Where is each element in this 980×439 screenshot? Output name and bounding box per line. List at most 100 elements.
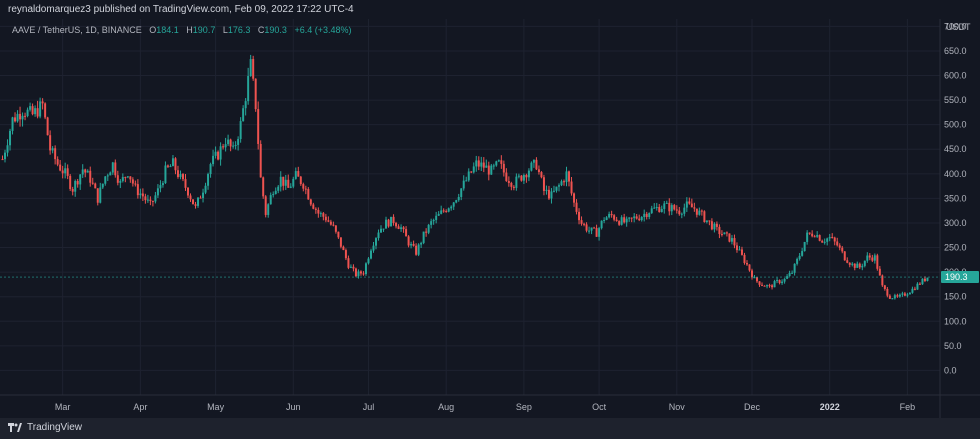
candle-body (680, 213, 683, 215)
candle-body (856, 263, 859, 268)
candle-body (650, 208, 653, 214)
candle-body (91, 182, 94, 184)
candle-body (570, 181, 573, 194)
currency-label: USDT (946, 22, 971, 32)
candle-body (640, 216, 643, 221)
grid-lines (0, 19, 940, 395)
candle-body (59, 164, 62, 171)
candle-body (392, 216, 395, 223)
tradingview-logo-icon (8, 423, 22, 432)
open-value: 184.1 (156, 25, 179, 35)
candle-body (487, 165, 490, 175)
candle-body (490, 165, 493, 175)
candle-body (212, 155, 215, 165)
candle-body (655, 206, 658, 208)
candle-body (873, 255, 876, 261)
candle-body (54, 148, 57, 160)
x-tick-label: Dec (744, 402, 761, 412)
candle-body (848, 262, 851, 265)
candle-body (700, 210, 703, 212)
candle-body (916, 283, 919, 290)
candle-body (550, 191, 553, 199)
candle-body (658, 206, 661, 213)
brand-name: TradingView (27, 422, 83, 433)
candle-body (307, 189, 310, 200)
candle-body (412, 243, 415, 246)
candle-body (317, 209, 320, 214)
tradingview-brand[interactable]: TradingView (8, 422, 82, 433)
candle-body (881, 275, 884, 286)
candle-body (735, 245, 738, 251)
candle-body (204, 185, 207, 193)
candle-body (19, 113, 22, 120)
candle-body (237, 139, 240, 145)
candle-body (420, 242, 423, 245)
candle-body (149, 199, 152, 201)
candle-body (49, 135, 52, 151)
candle-body (342, 246, 345, 251)
candle-body (395, 222, 398, 227)
candle-body (796, 258, 799, 264)
candle-body (131, 179, 134, 184)
close-value: 190.3 (264, 25, 287, 35)
candle-body (901, 293, 904, 295)
candle-body (638, 218, 641, 221)
candle-body (344, 250, 347, 259)
low-value: 176.3 (227, 25, 251, 35)
candle-body (197, 197, 200, 206)
candle-body (232, 145, 235, 147)
candle-body (786, 276, 789, 279)
candle-body (766, 285, 769, 287)
candle-body (387, 219, 390, 227)
candle-body (713, 223, 716, 230)
candle-body (625, 218, 628, 223)
candle-body (557, 185, 560, 187)
candle-body (26, 109, 29, 116)
candle-body (831, 237, 834, 239)
candle-body (768, 285, 771, 287)
candle-body (161, 183, 164, 186)
candle-body (334, 225, 337, 232)
y-tick-label: 400.0 (944, 169, 967, 179)
candle-body (447, 208, 450, 212)
candle-body (141, 193, 144, 197)
candle-body (257, 109, 260, 144)
candle-body (440, 210, 443, 214)
candle-body (740, 249, 743, 255)
candle-body (608, 213, 611, 218)
candlestick-chart[interactable]: USDT0.050.0100.0150.0200.0250.0300.0350.… (0, 19, 980, 418)
time-axis[interactable]: Mar Apr May Jun Jul Aug Sep Oct Nov Dec 2022 Feb (0, 394, 980, 412)
candle-body (69, 175, 72, 189)
candle-body (445, 210, 448, 212)
candle-body (114, 162, 117, 176)
price-axis[interactable]: USDT0.050.0100.0150.0200.0250.0300.0350.… (0, 19, 980, 418)
candle-body (154, 195, 157, 202)
candle-body (442, 210, 445, 212)
candle-body (189, 195, 192, 200)
candle-body (748, 264, 751, 271)
y-tick-label: 250.0 (944, 243, 967, 253)
candle-body (653, 207, 656, 209)
candle-body (475, 160, 478, 167)
candle-body (79, 174, 82, 185)
candle-body (643, 213, 646, 217)
candle-body (801, 251, 804, 256)
candle-body (613, 215, 616, 220)
candle-body (723, 232, 726, 235)
candle-body (781, 281, 784, 284)
chart-area[interactable]: USDT0.050.0100.0150.0200.0250.0300.0350.… (0, 19, 980, 418)
candle-body (224, 144, 227, 148)
candle-body (11, 117, 14, 131)
candle-body (375, 238, 377, 246)
candle-body (525, 175, 528, 178)
candle-body (427, 224, 430, 233)
candle-body (74, 180, 77, 192)
candle-body (44, 103, 47, 118)
candle-body (743, 254, 746, 263)
candle-body (284, 179, 287, 186)
candle-body (773, 281, 776, 288)
candle-body (776, 280, 779, 282)
candle-body (635, 216, 638, 219)
candle-body (405, 229, 408, 237)
footer-bar: TradingView (0, 418, 980, 439)
